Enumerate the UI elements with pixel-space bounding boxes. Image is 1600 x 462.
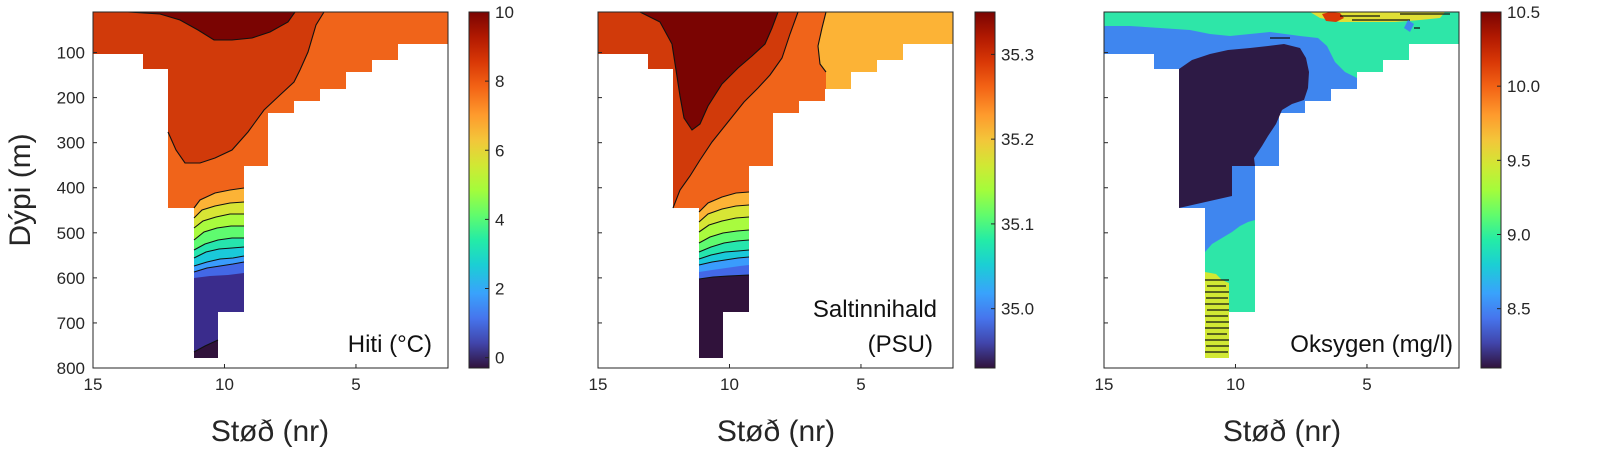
oxy-notch (1404, 20, 1414, 32)
colorbar-tick-label: 35.0 (1001, 300, 1034, 319)
colorbar-tick-label: 8.5 (1507, 300, 1531, 319)
x-tick-label: 10 (1226, 375, 1245, 394)
temp-colorbar (468, 11, 490, 369)
temperature-field (93, 12, 448, 358)
oxy-region-8-1-core (1179, 44, 1309, 208)
y-tick-label: 500 (57, 224, 85, 243)
y-tick-label: 100 (57, 44, 85, 63)
x-tick-label: 10 (215, 375, 234, 394)
temp-band-deep (194, 273, 244, 358)
y-tick-label: 300 (57, 134, 85, 153)
colorbar-tick-label: 9.0 (1507, 226, 1531, 245)
colorbar-tick-label: 4 (495, 210, 504, 229)
temp-band-bottom (194, 340, 218, 358)
oxy-x-axis-label: Støð (nr) (1223, 415, 1341, 448)
panel-oxygen: 15 10 5 Oksygen (mg/l) Støð (nr) 8.5 9.0 9.5… (1095, 3, 1541, 448)
sal-colorbar (974, 11, 996, 369)
colorbar-tick-label: 10.5 (1507, 3, 1540, 22)
temp-axes-frame (92, 11, 449, 369)
colorbar-tick-label: 9.5 (1507, 151, 1531, 170)
sal-axes-frame (597, 11, 954, 369)
colorbar-tick-label: 10.0 (1507, 77, 1540, 96)
sal-band-deep (699, 275, 749, 358)
sal-panel-label-line2: (PSU) (868, 331, 933, 358)
sal-x-axis-label: Støð (nr) (717, 415, 835, 448)
sal-panel-label-line1: Saltinnihald (813, 296, 937, 323)
x-tick-label: 15 (1095, 375, 1114, 394)
colorbar-tick-label: 0 (495, 349, 504, 368)
sal-ticks: 15 10 5 (589, 52, 866, 394)
colorbar-tick-label: 2 (495, 280, 504, 299)
oxy-region-10-3 (1322, 12, 1344, 22)
oxy-axes-frame (1103, 11, 1460, 369)
oxy-ticks: 15 10 5 (1095, 52, 1372, 394)
temp-ticks: 15 10 5 100 200 300 400 500 600 700 800 (57, 44, 361, 394)
x-tick-label: 5 (351, 375, 360, 394)
temp-panel-label: Hiti (°C) (348, 331, 432, 358)
y-tick-label: 600 (57, 269, 85, 288)
temp-colorbar-ticks: 0 2 4 6 8 10 (485, 3, 514, 368)
salinity-field (598, 12, 953, 358)
x-tick-label: 5 (856, 375, 865, 394)
oxy-colorbar-ticks: 8.5 9.0 9.5 10.0 10.5 (1497, 3, 1540, 319)
temp-region-9 (93, 12, 324, 163)
sal-region-35-28 (598, 12, 826, 358)
x-tick-label: 5 (1362, 375, 1371, 394)
colorbar-tick-label: 35.3 (1001, 45, 1034, 64)
colorbar-tick-label: 6 (495, 141, 504, 160)
sal-region-35-33 (598, 12, 778, 130)
oxy-noise-lines (1205, 13, 1450, 353)
oxygen-field (1104, 12, 1459, 358)
x-tick-label: 10 (720, 375, 739, 394)
colorbar-tick-label: 10 (495, 3, 514, 22)
colorbar-tick-label: 35.2 (1001, 130, 1034, 149)
oxy-region-9-0-surface (1104, 12, 1459, 78)
colorbar-tick-label: 8 (495, 72, 504, 91)
temp-x-axis-label: Støð (nr) (211, 415, 329, 448)
y-axis-label: Dýpi (m) (4, 133, 37, 246)
sal-colorbar-ticks: 35.0 35.1 35.2 35.3 (991, 45, 1034, 319)
colorbar-tick-label: 35.1 (1001, 215, 1034, 234)
oxy-noisy-bottom (1205, 272, 1229, 358)
y-tick-label: 400 (57, 179, 85, 198)
temp-region-10 (93, 12, 295, 40)
oxy-colorbar (1480, 11, 1502, 369)
oxy-panel-label: Oksygen (mg/l) (1290, 331, 1453, 358)
y-tick-label: 200 (57, 89, 85, 108)
y-tick-label: 700 (57, 314, 85, 333)
x-tick-label: 15 (84, 375, 103, 394)
panel-salinity: 15 10 5 Saltinnihald (PSU) Støð (nr) 35.03… (589, 11, 1034, 448)
y-tick-label: 800 (57, 359, 85, 378)
x-tick-label: 15 (589, 375, 608, 394)
